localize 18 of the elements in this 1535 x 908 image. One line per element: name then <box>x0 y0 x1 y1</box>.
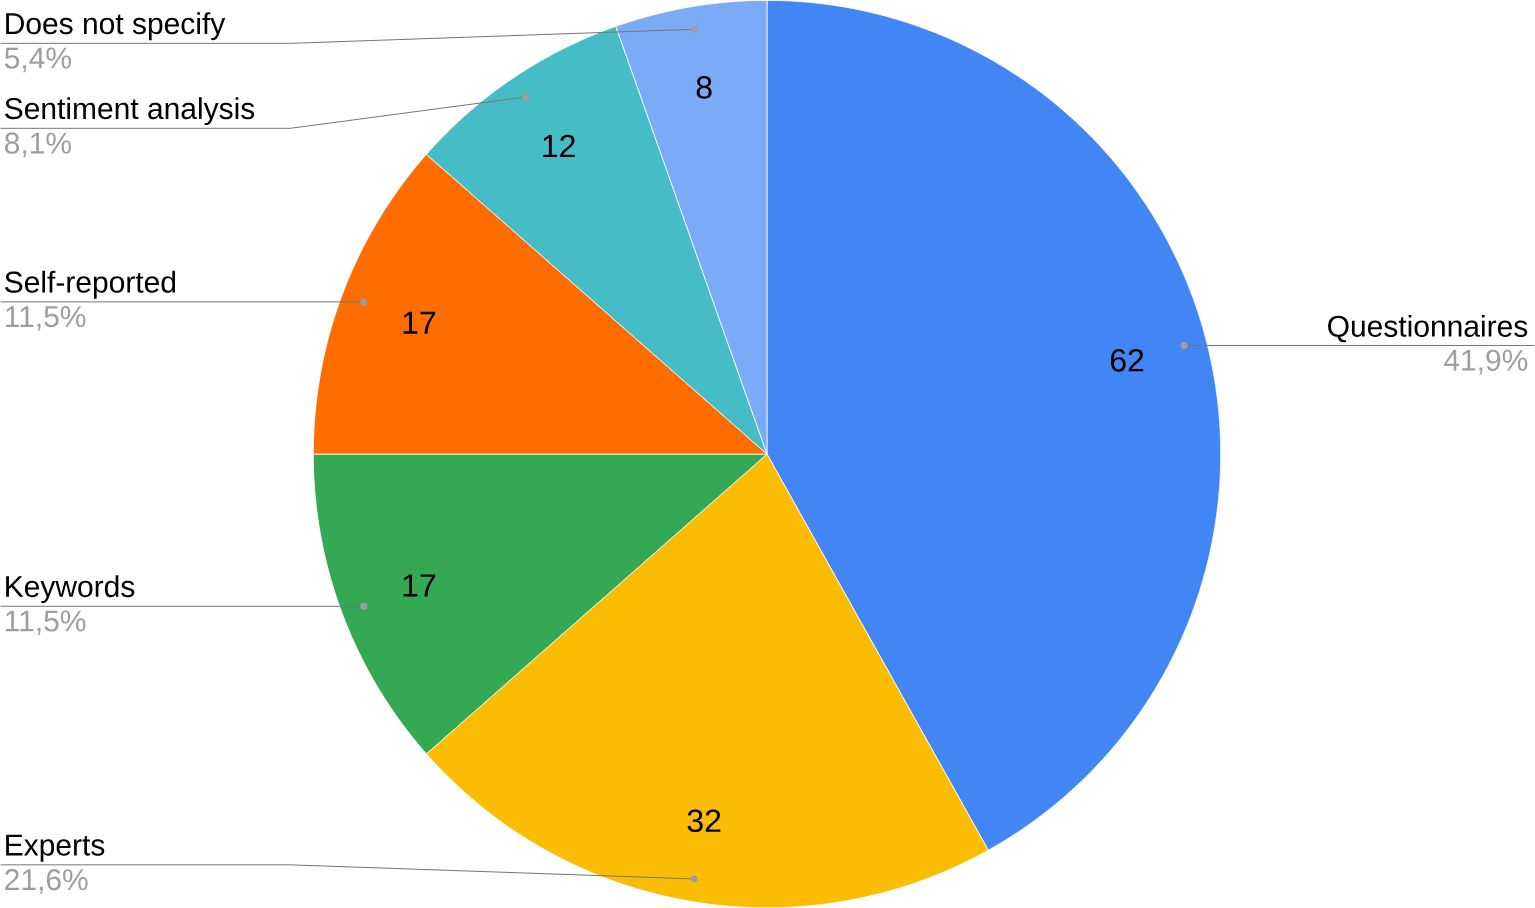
slice-label: Sentiment analysis <box>5 97 255 126</box>
text: 8,1% <box>5 132 71 158</box>
slice-label: Experts <box>6 834 105 862</box>
slice-label: Questionnaires <box>1328 314 1528 343</box>
text: 41,9% <box>1444 349 1528 375</box>
slice-label: Keywords <box>6 575 135 603</box>
text: 11,5% <box>5 610 86 636</box>
data-label: 17 <box>403 311 436 334</box>
slice-label: Does not specify <box>6 12 226 41</box>
data-label: 12 <box>543 134 575 157</box>
slice-label: Self-reported <box>5 270 176 299</box>
data-label: 8 <box>696 75 712 99</box>
data-label: 17 <box>403 574 436 597</box>
text: 21,6% <box>5 868 88 894</box>
text: 11,5% <box>5 306 86 331</box>
data-label: 62 <box>1110 348 1144 372</box>
data-label: 32 <box>687 809 721 833</box>
text: 5,4% <box>4 47 71 73</box>
